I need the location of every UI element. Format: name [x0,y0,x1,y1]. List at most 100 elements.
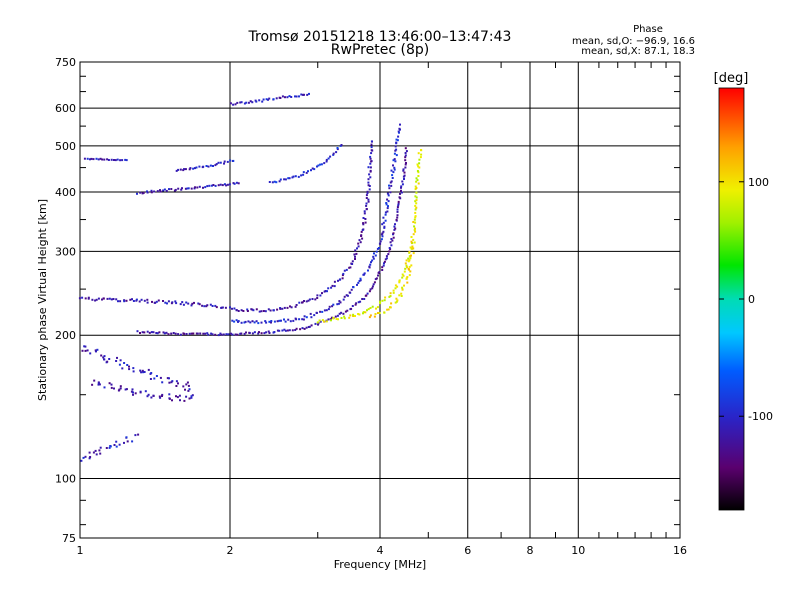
data-point [221,306,224,309]
data-point [131,388,134,391]
data-point [179,333,182,336]
data-point [398,294,401,297]
data-point [387,308,390,311]
data-point [126,440,129,443]
data-point [397,135,400,138]
data-point [162,331,165,334]
data-point [326,290,328,293]
data-point [394,223,396,226]
data-point [217,184,220,187]
data-point [168,397,171,400]
data-point [208,184,211,187]
data-point [264,320,267,323]
data-point [251,332,254,335]
data-point [154,301,157,304]
data-point [187,302,190,305]
data-point [196,332,199,335]
data-point [172,332,175,334]
data-point [368,316,371,319]
data-point [319,310,322,313]
data-point [342,272,345,275]
data-point [390,184,393,187]
data-point [307,299,310,302]
data-point [89,352,92,355]
data-point [310,316,313,319]
data-point [86,157,89,160]
data-point [175,395,177,398]
colorbar-tick-label: 100 [748,176,769,189]
data-point [357,313,360,315]
data-point [146,191,149,194]
data-point [414,227,416,230]
data-point [354,249,357,252]
data-point [80,459,83,462]
data-point [401,273,404,276]
data-point [392,232,395,235]
data-point [371,149,374,152]
data-point [418,158,421,161]
data-point [192,167,195,170]
data-point [367,200,370,203]
data-point [295,327,298,330]
data-point [394,145,397,148]
colorbar-ticks: 100 0 -100 [719,176,773,423]
data-point [415,191,418,194]
data-point [383,299,386,302]
data-point [414,195,417,198]
data-point [283,306,286,309]
data-point [302,171,305,174]
data-point [175,302,178,305]
data-point [364,221,367,224]
data-point [294,305,297,308]
data-point [379,240,382,243]
data-point [389,191,392,194]
colorbar-unit: [deg] [714,71,749,86]
data-point [214,304,217,307]
data-point [190,304,193,307]
data-point [159,376,162,379]
data-point [168,377,170,380]
data-point [349,314,352,317]
data-point [190,395,193,398]
data-point [323,320,326,323]
data-point [139,191,142,194]
data-point [110,383,113,386]
data-point [363,273,365,276]
data-point [366,192,369,194]
data-point [365,197,368,199]
x-axis-label: Frequency [MHz] [334,558,426,571]
data-point [240,101,243,104]
data-point [118,388,121,391]
data-point [332,317,335,320]
data-point [113,387,115,390]
x-tick-label: 6 [464,544,471,557]
data-point [114,159,117,162]
data-point [386,308,389,311]
data-point [125,299,128,302]
data-point [283,318,285,321]
data-point [139,332,141,334]
data-point [232,182,235,185]
data-point [361,237,364,240]
data-point [367,166,370,169]
data-point [132,391,134,394]
data-point [371,287,374,290]
data-point [410,254,412,257]
data-point [417,175,420,177]
data-point [236,101,239,104]
data-point [395,138,398,141]
data-point [193,187,196,190]
data-point [401,276,404,279]
data-point [227,333,230,336]
data-point [81,296,84,299]
phase-x-stats: mean, sd,X: 87.1, 18.3 [581,46,695,57]
data-point [189,167,192,170]
data-point [195,166,198,169]
data-point [290,306,293,309]
data-point [373,252,375,255]
data-point [240,332,243,335]
data-point [415,177,418,180]
data-point [313,314,316,317]
data-point [141,331,144,334]
data-point [91,298,94,301]
